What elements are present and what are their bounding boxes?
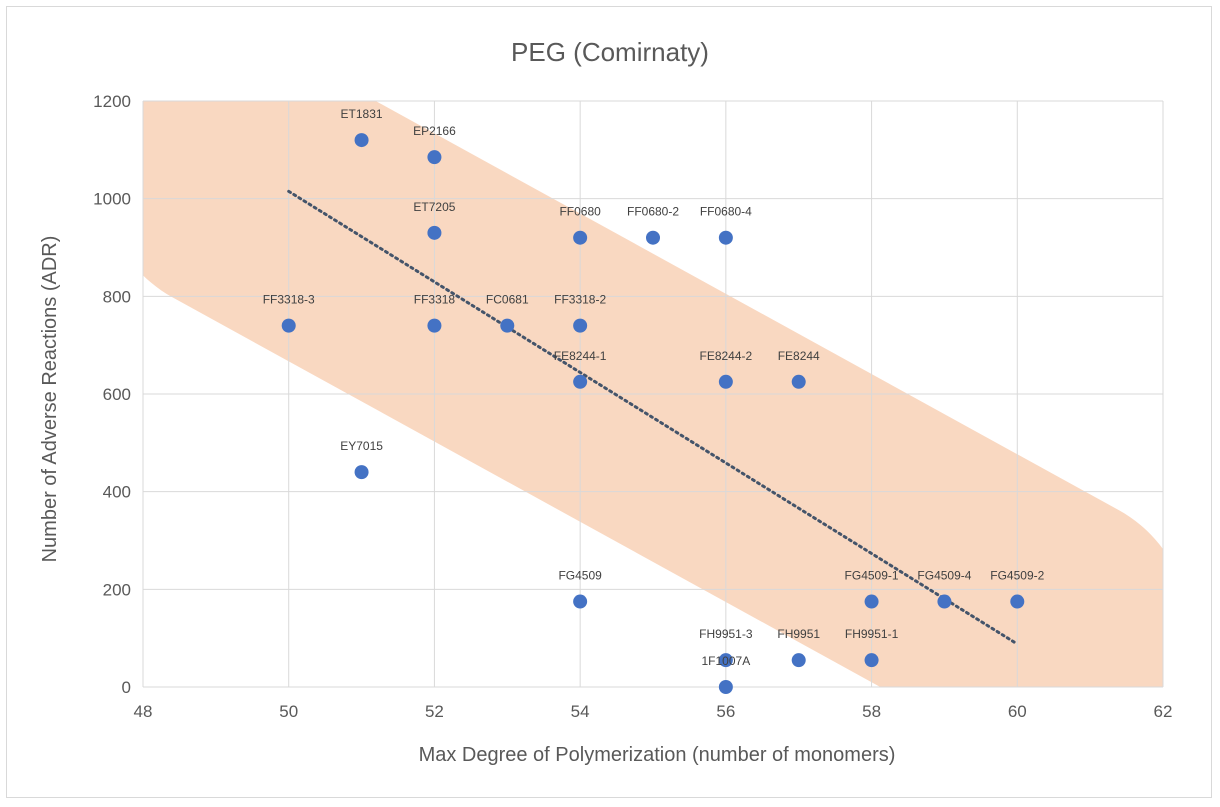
data-label: 1F1007A bbox=[702, 654, 751, 668]
data-label: ET7205 bbox=[413, 200, 455, 214]
data-point bbox=[718, 653, 733, 668]
data-label: FG4509-4 bbox=[917, 569, 971, 583]
data-point bbox=[864, 653, 879, 668]
data-label: EP2166 bbox=[413, 124, 456, 138]
data-label: FF0680-4 bbox=[700, 205, 752, 219]
data-label: FE8244 bbox=[778, 349, 820, 363]
data-point bbox=[937, 594, 952, 609]
data-label: FC0681 bbox=[486, 293, 529, 307]
data-label: FG4509-2 bbox=[990, 569, 1044, 583]
y-tick-label: 0 bbox=[122, 678, 131, 697]
data-point bbox=[864, 594, 879, 609]
data-point bbox=[354, 465, 369, 480]
data-label: FE8244-2 bbox=[700, 349, 753, 363]
data-point bbox=[718, 230, 733, 245]
y-tick-label: 200 bbox=[103, 580, 131, 599]
data-point bbox=[427, 318, 442, 333]
data-label: FE8244-1 bbox=[554, 349, 607, 363]
data-point bbox=[718, 374, 733, 389]
data-point bbox=[573, 230, 588, 245]
data-point bbox=[427, 150, 442, 165]
data-point bbox=[427, 225, 442, 240]
data-label: FG4509 bbox=[558, 569, 602, 583]
data-label: FF0680-2 bbox=[627, 205, 679, 219]
data-point bbox=[573, 594, 588, 609]
x-tick-label: 56 bbox=[716, 702, 735, 721]
x-tick-label: 60 bbox=[1008, 702, 1027, 721]
data-point bbox=[500, 318, 515, 333]
x-tick-label: 50 bbox=[279, 702, 298, 721]
x-tick-label: 62 bbox=[1154, 702, 1173, 721]
y-tick-label: 600 bbox=[103, 385, 131, 404]
point-labels-layer: ET1831 EP2166 ET7205 FF0680 FF0680-2 FF0680-4… bbox=[263, 107, 1045, 668]
y-tick-label: 400 bbox=[103, 483, 131, 502]
trend-layer bbox=[287, 189, 1019, 646]
data-point bbox=[281, 318, 296, 333]
data-label: FF3318-3 bbox=[263, 293, 315, 307]
data-label: FH9951 bbox=[777, 627, 820, 641]
data-point bbox=[791, 653, 806, 668]
data-label: FH9951-3 bbox=[699, 627, 753, 641]
x-axis-title: Max Degree of Polymerization (number of … bbox=[419, 744, 896, 766]
data-point bbox=[573, 318, 588, 333]
data-point bbox=[573, 374, 588, 389]
data-label: FH9951-1 bbox=[845, 627, 899, 641]
chart-svg: ET1831 EP2166 ET7205 FF0680 FF0680-2 FF0680-4… bbox=[39, 37, 1172, 766]
ticks-layer: 0 200 400 600 800 1000 1200 48 50 52 54 56 58 60 62 bbox=[93, 92, 1172, 721]
x-tick-label: 48 bbox=[134, 702, 153, 721]
x-tick-label: 52 bbox=[425, 702, 444, 721]
y-tick-label: 1000 bbox=[93, 190, 131, 209]
data-point bbox=[354, 133, 369, 148]
data-point bbox=[718, 680, 733, 694]
data-label: EY7015 bbox=[340, 439, 383, 453]
y-axis-title: Number of Adverse Reactions (ADR) bbox=[39, 236, 61, 563]
chart-frame: ET1831 EP2166 ET7205 FF0680 FF0680-2 FF0680-4… bbox=[6, 6, 1212, 798]
data-label: FF3318-2 bbox=[554, 293, 606, 307]
band-layer bbox=[143, 101, 1163, 687]
data-label: FF0680 bbox=[559, 205, 601, 219]
data-point bbox=[1010, 594, 1025, 609]
grid-layer bbox=[142, 100, 1164, 688]
data-label: FF3318 bbox=[414, 293, 456, 307]
x-tick-label: 54 bbox=[571, 702, 590, 721]
data-label: FG4509-1 bbox=[845, 569, 899, 583]
data-label: ET1831 bbox=[341, 107, 383, 121]
y-tick-label: 1200 bbox=[93, 92, 131, 111]
trendline bbox=[287, 189, 1019, 646]
points-layer bbox=[281, 133, 1025, 694]
x-tick-label: 58 bbox=[862, 702, 881, 721]
chart-title: PEG (Comirnaty) bbox=[511, 37, 709, 67]
shaded-band bbox=[143, 101, 1163, 687]
y-tick-label: 800 bbox=[103, 287, 131, 306]
data-point bbox=[791, 374, 806, 389]
data-point bbox=[646, 230, 660, 245]
